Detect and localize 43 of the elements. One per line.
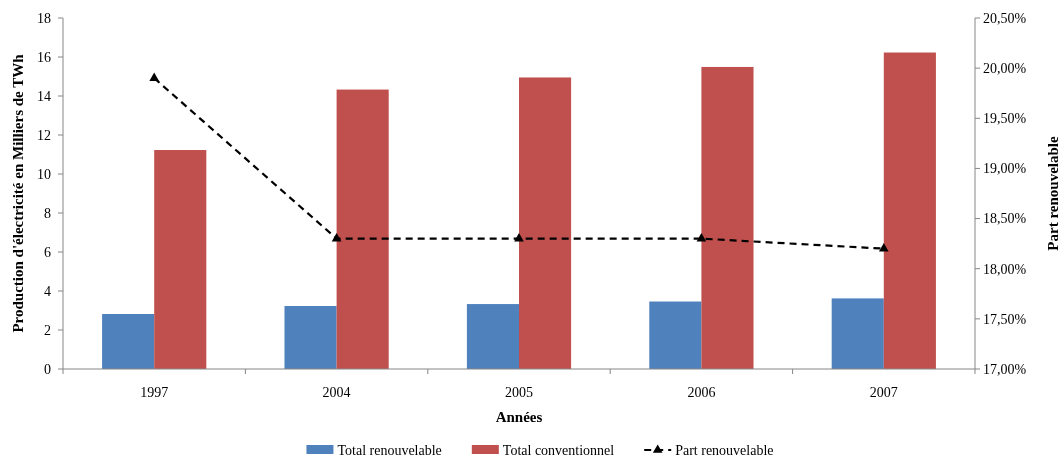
- bar: [102, 314, 155, 369]
- y-tick-label: 2: [44, 322, 51, 338]
- bar: [336, 89, 389, 369]
- y2-tick-label: 18,50%: [983, 211, 1027, 227]
- bar: [519, 77, 572, 369]
- bar: [883, 52, 936, 369]
- x-tick-label: 2004: [322, 385, 351, 400]
- x-tick-label: 2005: [505, 385, 533, 400]
- bar: [701, 66, 754, 369]
- y-tick-label: 4: [44, 283, 51, 299]
- bar: [284, 306, 337, 369]
- y2-tick-label: 20,00%: [983, 61, 1027, 77]
- x-tick-label: 2007: [869, 385, 898, 400]
- x-axis-title: Années: [495, 409, 543, 425]
- y-tick-label: 8: [44, 205, 51, 221]
- point: [331, 233, 342, 242]
- point: [696, 233, 707, 242]
- y2-tick-label: 19,00%: [983, 161, 1027, 177]
- y-tick-label: 6: [44, 244, 51, 260]
- bar: [466, 304, 519, 369]
- y-tick-label: 0: [44, 361, 51, 377]
- bar: [831, 298, 884, 369]
- bar: [649, 301, 702, 369]
- x-tick-label: 1997: [140, 385, 169, 400]
- legend-label: Total conventionnel: [502, 443, 615, 458]
- legend-label: Total renouvelable: [337, 443, 442, 458]
- y2-tick-label: 18,00%: [983, 261, 1027, 277]
- y-tick-label: 16: [37, 49, 51, 65]
- legend-label: Part renouvelable: [675, 443, 774, 458]
- x-tick-label: 2006: [687, 385, 716, 400]
- point: [149, 72, 160, 81]
- y2-tick-label: 17,50%: [983, 311, 1027, 327]
- y-tick-label: 12: [37, 127, 51, 143]
- y2-tick-label: 19,50%: [983, 111, 1027, 127]
- y2-tick-label: 17,00%: [983, 361, 1027, 377]
- bar: [154, 150, 207, 369]
- point: [878, 243, 889, 252]
- y2-axis-title: Part renouvelable: [1045, 136, 1061, 251]
- y-axis-title: Production d'électricité en Milliers de TWh: [10, 53, 26, 333]
- y-tick-label: 18: [37, 10, 51, 26]
- y2-tick-label: 20,50%: [983, 10, 1027, 26]
- y-tick-label: 14: [37, 88, 51, 104]
- y-tick-label: 10: [37, 166, 51, 182]
